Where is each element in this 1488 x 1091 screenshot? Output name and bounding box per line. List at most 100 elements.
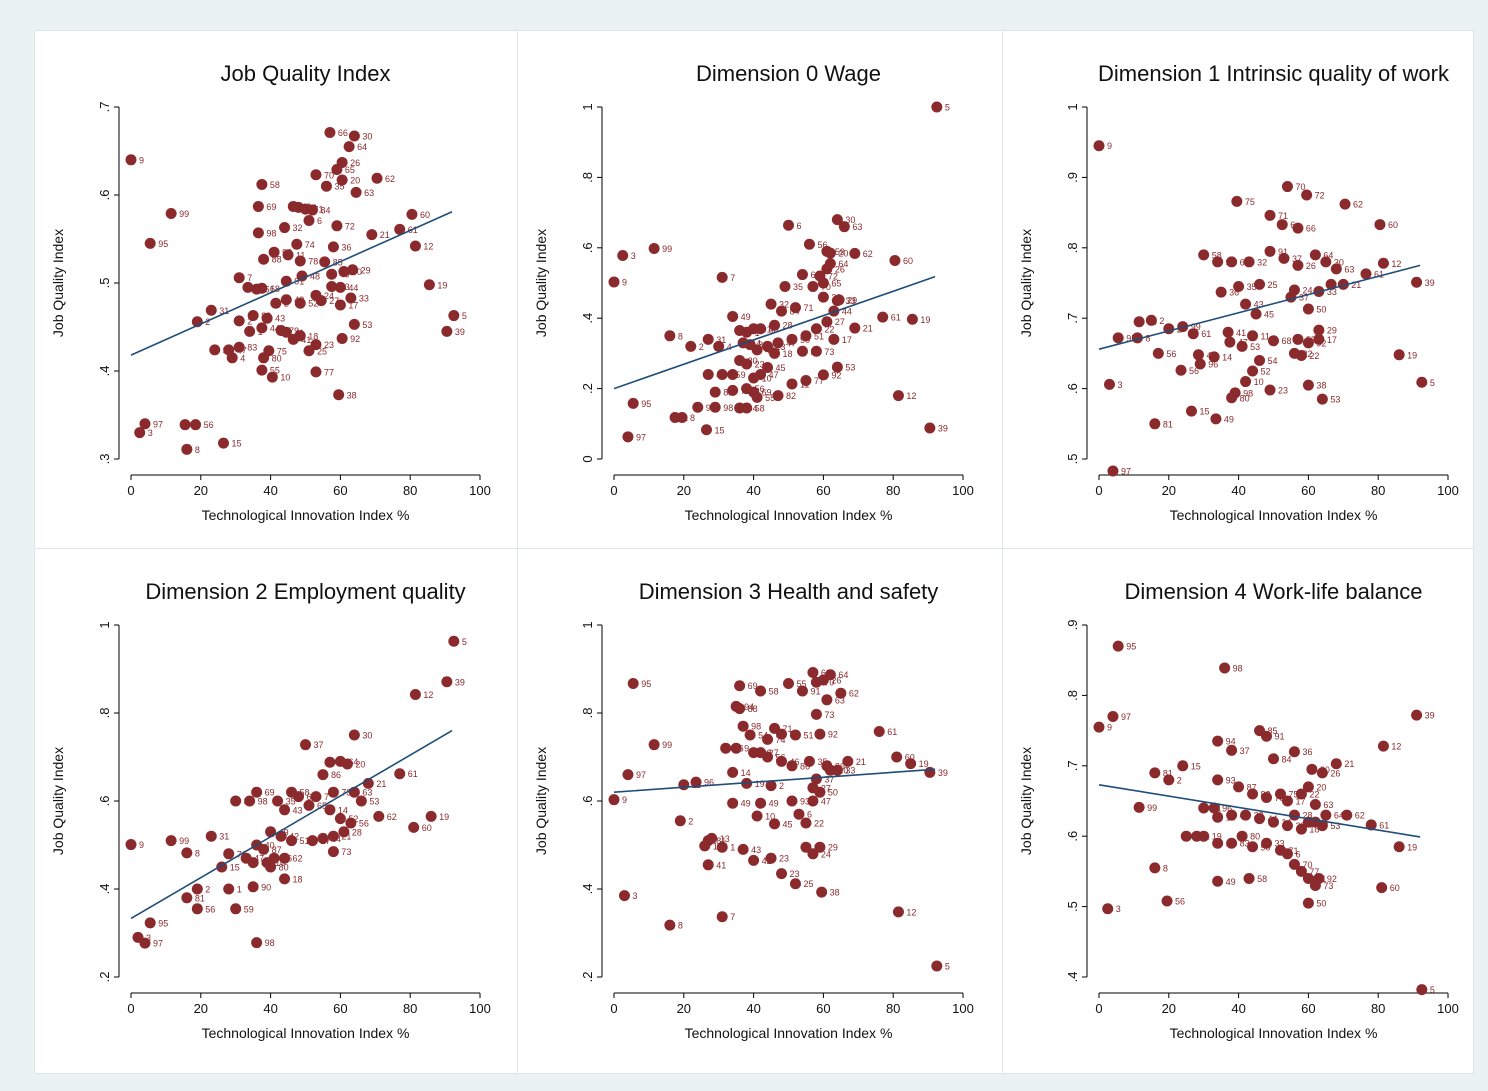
scatter-point xyxy=(1288,858,1300,870)
scatter-point xyxy=(1416,984,1428,996)
point-label: 83 xyxy=(1240,839,1250,849)
point-label: 61 xyxy=(891,313,901,323)
point-label: 9 xyxy=(741,370,746,380)
point-label: 63 xyxy=(364,188,374,198)
scatter-point xyxy=(807,281,819,293)
scatter-point xyxy=(373,810,385,822)
point-label: 62 xyxy=(863,249,873,259)
point-label: 21 xyxy=(380,230,390,240)
point-label: 62 xyxy=(1355,811,1365,821)
y-tick-label: .7 xyxy=(1065,760,1080,771)
scatter-point xyxy=(762,361,774,373)
point-label: 7 xyxy=(324,792,329,802)
point-label: 82 xyxy=(786,391,796,401)
scatter-point xyxy=(1212,875,1224,887)
point-label: 49 xyxy=(769,799,779,809)
point-label: 94 xyxy=(748,403,758,413)
scatter-point xyxy=(1292,259,1304,271)
scatter-point xyxy=(608,794,620,806)
point-label: 36 xyxy=(1302,747,1312,757)
scatter-point xyxy=(810,773,822,785)
point-label: 19 xyxy=(1407,842,1417,852)
scatter-point xyxy=(1187,328,1199,340)
point-label: 18 xyxy=(1309,825,1319,835)
scatter-point xyxy=(838,221,850,233)
scatter-point xyxy=(324,756,336,768)
scatter-point xyxy=(1281,848,1293,860)
scatter-point xyxy=(741,326,753,338)
scatter-point xyxy=(1393,841,1405,853)
scatter-point xyxy=(1295,350,1307,362)
point-label: 99 xyxy=(662,740,672,750)
point-label: 63 xyxy=(852,222,862,232)
y-tick-label: .5 xyxy=(97,278,112,289)
point-label: 52 xyxy=(308,299,318,309)
point-label: 75 xyxy=(1245,197,1255,207)
scatter-point xyxy=(833,294,845,306)
point-label: 5 xyxy=(1430,985,1435,995)
x-tick-label: 40 xyxy=(1231,1001,1245,1016)
scatter-point xyxy=(751,810,763,822)
scatter-point xyxy=(765,780,777,792)
panel-dimension-1-intrinsic-quality: Dimension 1 Intrinsic quality of work 0 20… xyxy=(1002,30,1474,550)
scatter-point xyxy=(310,366,322,378)
point-label: 41 xyxy=(716,860,726,870)
scatter-point xyxy=(1416,376,1428,388)
point-label: 21 xyxy=(1351,280,1361,290)
point-label: 50 xyxy=(828,788,838,798)
scatter-point xyxy=(1264,384,1276,396)
scatter-point xyxy=(1316,393,1328,405)
y-tick-label: .6 xyxy=(1065,831,1080,842)
scatter-point xyxy=(331,220,343,232)
scatter-point xyxy=(1411,276,1423,288)
point-label: 22 xyxy=(1302,349,1312,359)
point-label: 23 xyxy=(779,854,789,864)
point-label: 5 xyxy=(462,637,467,647)
scatter-point xyxy=(810,323,822,335)
point-label: 12 xyxy=(906,907,916,917)
scatter-point xyxy=(406,208,418,220)
scatter-point xyxy=(165,835,177,847)
point-label: 5 xyxy=(462,311,467,321)
point-label: 25 xyxy=(317,346,327,356)
point-label: 24 xyxy=(1302,286,1312,296)
point-label: 5 xyxy=(945,962,950,972)
point-label: 90 xyxy=(800,335,810,345)
scatter-point xyxy=(1377,740,1389,752)
point-label: 60 xyxy=(905,753,915,763)
point-label: 56 xyxy=(205,904,215,914)
scatter-point xyxy=(347,264,359,276)
chart-title: Dimension 3 Health and safety xyxy=(639,579,939,604)
scatter-point xyxy=(1377,257,1389,269)
scatter-point xyxy=(741,358,753,370)
point-label: 71 xyxy=(1288,846,1298,856)
scatter-point xyxy=(751,391,763,403)
point-label: 65 xyxy=(831,279,841,289)
point-label: 51 xyxy=(803,731,813,741)
scatter-point xyxy=(1198,802,1210,814)
point-label: 17 xyxy=(842,335,852,345)
scatter-point xyxy=(1268,335,1279,347)
scatter-point xyxy=(327,830,339,842)
scatter-point xyxy=(905,758,917,770)
scatter-point xyxy=(303,799,315,811)
scatter-point xyxy=(448,635,460,647)
scatter-point xyxy=(223,883,235,895)
scatter-point xyxy=(1149,767,1161,779)
chart-svg: Job Quality Index 0 20 40 60 80 100 .3 .4 .5 .6 .7 T… xyxy=(50,61,491,523)
scatter-point xyxy=(1247,841,1259,853)
scatter-point xyxy=(678,779,690,791)
fit-line xyxy=(613,768,936,793)
point-label: 59 xyxy=(244,904,254,914)
point-label: 17 xyxy=(1295,797,1305,807)
scatter-point xyxy=(730,742,742,754)
point-label: 72 xyxy=(345,221,355,231)
point-label: 80 xyxy=(1250,832,1260,842)
point-label: 8 xyxy=(195,445,200,455)
point-label: 68 xyxy=(270,284,280,294)
scatter-point xyxy=(727,369,739,381)
point-label: 64 xyxy=(1323,250,1333,260)
point-label: 77 xyxy=(1309,867,1319,877)
point-label: 71 xyxy=(783,724,793,734)
